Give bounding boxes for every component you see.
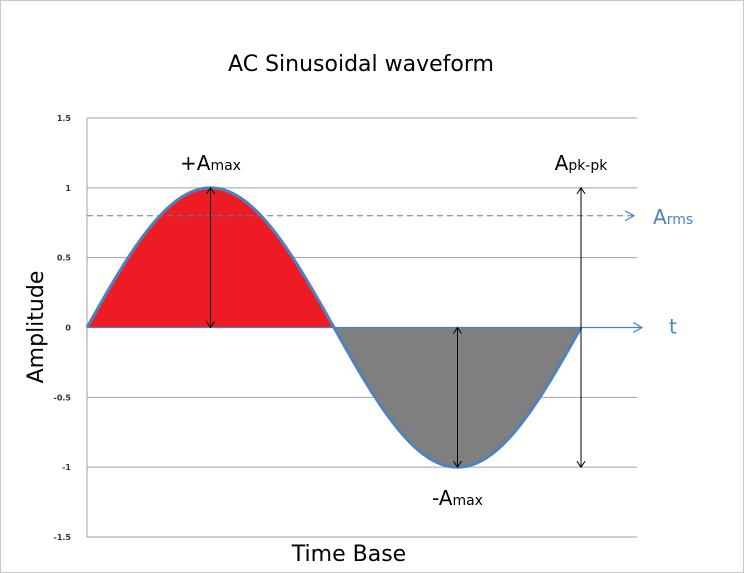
y-tick-label: -1	[62, 463, 71, 472]
y-tick-labels: 1.5 1 0.5 0 -0.5 -1 -1.5	[54, 114, 72, 542]
y-tick-label: 1	[65, 184, 71, 193]
rms-label: Arms	[653, 205, 693, 229]
y-tick-label: -0.5	[54, 393, 72, 402]
time-axis-label: t	[669, 315, 677, 339]
y-axis-title: Amplitude	[24, 271, 49, 384]
neg-max-label: -Amax	[432, 486, 483, 510]
y-tick-label: -1.5	[54, 533, 72, 542]
y-tick-label: 1.5	[57, 114, 72, 123]
peak-to-peak-label: Apk-pk	[555, 151, 609, 175]
y-tick-label: 0.5	[57, 254, 72, 263]
pos-max-label: +Amax	[180, 151, 241, 175]
x-axis-title: Time Base	[291, 542, 406, 567]
y-tick-label: 0	[65, 324, 71, 333]
chart-title: AC Sinusoidal waveform	[228, 52, 494, 77]
